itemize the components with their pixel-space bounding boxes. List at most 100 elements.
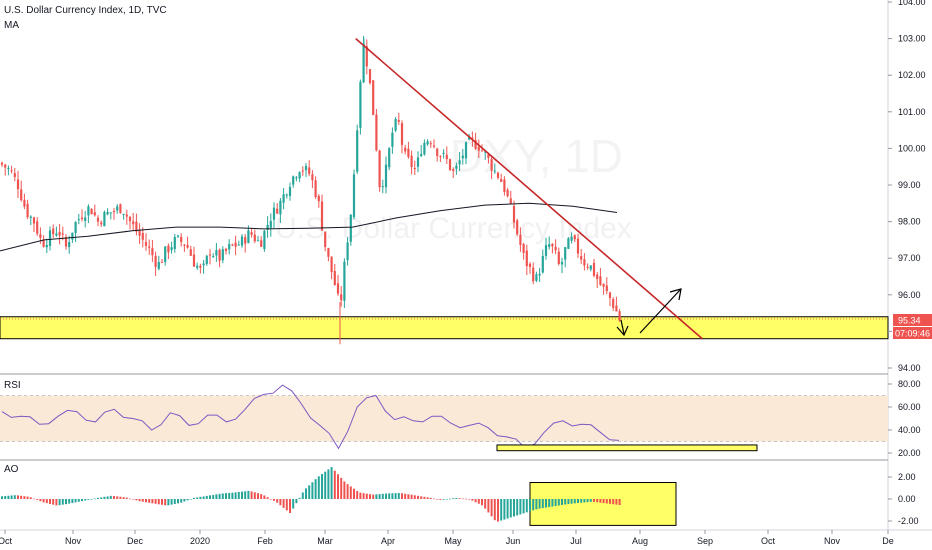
ao-bar: [97, 497, 99, 499]
candle-up: [202, 263, 205, 266]
ao-bar: [573, 499, 576, 504]
candle-down: [410, 155, 413, 167]
ao-bar: [129, 498, 131, 500]
candle-up: [455, 165, 458, 169]
ao-bar: [100, 497, 103, 499]
candle-down: [519, 234, 522, 245]
candle-down: [90, 208, 93, 215]
trendline[interactable]: [355, 37, 703, 340]
ao-bar: [442, 499, 445, 500]
ao-bar: [157, 499, 160, 505]
candle-up: [68, 242, 71, 248]
ao-bar: [436, 499, 439, 500]
candle-up: [269, 221, 272, 228]
rsi-tick-label: 20.00: [898, 448, 921, 458]
candle-up: [544, 245, 548, 256]
ao-bar: [170, 499, 173, 505]
candle-up: [464, 142, 468, 159]
x-tick-label: Dec: [127, 536, 144, 546]
ao-bar: [394, 493, 397, 499]
ao-bar: [26, 496, 29, 499]
down-arrow-annotation[interactable]: [616, 319, 629, 337]
ao-bar: [141, 499, 144, 502]
ao-tick-label: 0.00: [898, 494, 916, 504]
candle-up: [106, 211, 109, 215]
ao-bar: [161, 499, 163, 505]
candle-down: [612, 299, 615, 308]
ao-bar: [538, 499, 541, 509]
candle-down: [429, 143, 432, 145]
candle-up: [420, 154, 423, 156]
candle-down: [557, 251, 560, 264]
moving-average-line[interactable]: [0, 202, 618, 252]
ao-bar: [493, 499, 496, 521]
ao-bar: [353, 488, 355, 499]
candle-up: [356, 130, 359, 172]
candle-down: [311, 174, 314, 181]
ao-bar: [324, 471, 327, 499]
candle-down: [301, 170, 304, 172]
ao-bar: [279, 499, 282, 506]
ao-bar: [305, 488, 307, 499]
ao-bar: [381, 493, 384, 499]
candle-up: [548, 244, 551, 247]
ao-bar: [513, 499, 515, 517]
rsi-line[interactable]: [1, 384, 620, 450]
candle-down: [135, 221, 138, 232]
ao-bar: [311, 482, 314, 499]
ao-bar: [359, 492, 362, 499]
ao-bar: [199, 496, 202, 499]
ao-bar: [525, 499, 528, 513]
ao-bar: [388, 493, 391, 499]
candle-down: [276, 208, 279, 214]
ma-indicator-label[interactable]: MA: [4, 20, 19, 31]
candle-up: [212, 256, 215, 258]
up-arrow-annotation[interactable]: [639, 288, 682, 334]
ao-bar: [481, 499, 483, 506]
ao-bar: [458, 498, 461, 499]
ao-bar: [468, 499, 471, 500]
ao-bar: [273, 499, 275, 501]
countdown-label: 07:09:46: [895, 329, 930, 339]
ao-pane-title[interactable]: AO: [4, 464, 19, 475]
candle-down: [573, 235, 576, 240]
ao-bar: [612, 499, 615, 505]
ao-bar: [602, 499, 605, 504]
ao-bar: [295, 499, 298, 504]
ao-bar: [167, 499, 170, 506]
ao-bar: [461, 498, 464, 500]
candle-up: [7, 168, 10, 170]
ao-highlight-zone[interactable]: [529, 482, 677, 526]
rsi-pane-title[interactable]: RSI: [4, 380, 21, 391]
ao-bar: [301, 492, 304, 499]
candle-up: [196, 265, 199, 268]
ao-bar: [490, 499, 493, 517]
ao-bar: [340, 477, 343, 499]
support-zone[interactable]: [0, 316, 889, 340]
ao-bar: [58, 499, 61, 506]
candle-down: [615, 305, 618, 312]
candle-down: [148, 246, 151, 248]
ao-bar: [577, 499, 579, 503]
candle-down: [599, 276, 602, 285]
candle-down: [516, 220, 519, 235]
x-tick-label: Oct: [0, 536, 12, 546]
ao-bar: [404, 493, 407, 499]
candle-up: [282, 194, 285, 203]
y-tick-label: 103.00: [898, 34, 926, 44]
ao-bar: [423, 496, 426, 499]
candle-down: [506, 189, 509, 197]
countdown-badge: [893, 327, 932, 339]
candle-down: [445, 154, 448, 160]
candle-down: [20, 189, 23, 201]
candle-up: [346, 242, 349, 261]
ao-bar: [327, 469, 330, 499]
ao-bar: [541, 499, 544, 509]
candle-down: [36, 221, 39, 234]
candle-up: [394, 118, 397, 131]
rsi-highlight-zone[interactable]: [496, 444, 758, 452]
candle-down: [4, 164, 7, 168]
ao-bar: [250, 491, 253, 499]
candle-down: [119, 204, 122, 214]
